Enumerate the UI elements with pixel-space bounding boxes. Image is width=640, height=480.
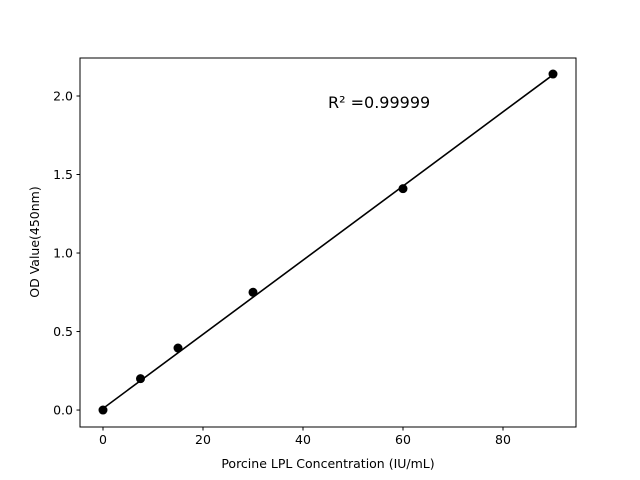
y-tick-label: 2.0 [53, 88, 73, 103]
axes-frame [79, 57, 577, 428]
y-tick-label: 1.0 [53, 246, 73, 261]
data-point [173, 343, 183, 353]
y-tick-label: 0.0 [53, 403, 73, 418]
fit-line [102, 74, 554, 410]
x-tick-label: 0 [99, 432, 107, 447]
r-squared-annotation: R² =0.99999 [328, 93, 430, 112]
x-tick-label: 20 [195, 432, 211, 447]
data-point [98, 405, 108, 415]
data-point [136, 374, 145, 384]
y-tick-label: 1.5 [53, 167, 73, 182]
data-point [248, 287, 258, 297]
data-point [548, 69, 558, 79]
x-tick-label: 60 [395, 432, 411, 447]
data-point [398, 184, 408, 194]
y-tick-label: 0.5 [53, 324, 73, 339]
x-tick-label: 80 [495, 432, 511, 447]
x-tick-label: 40 [295, 432, 311, 447]
x-axis-label: Porcine LPL Concentration (IU/mL) [221, 456, 434, 471]
y-axis-label: OD Value(450nm) [27, 186, 42, 297]
